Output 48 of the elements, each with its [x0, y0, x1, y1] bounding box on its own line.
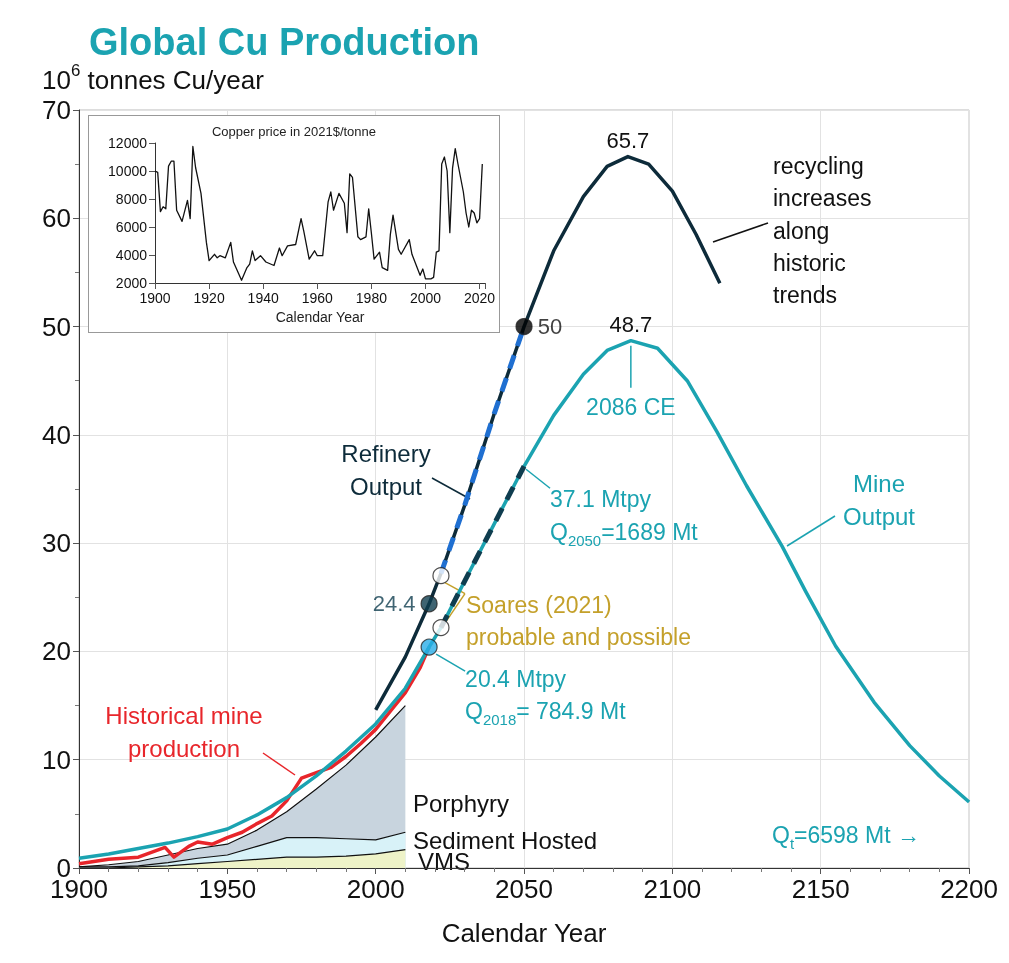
- x-tick-label: 2000: [346, 874, 405, 904]
- annotation: 2086 CE: [586, 393, 676, 420]
- data-label: 65.7: [606, 128, 650, 154]
- point: [515, 317, 533, 336]
- x-tick-label: 2000: [409, 290, 442, 306]
- annotation: Soares (2021) probable and possible: [465, 591, 692, 650]
- chart-title: Copper price in 2021$/tonne: [211, 124, 377, 139]
- y-tick-label: 12000: [108, 135, 148, 151]
- series-label: Refinery Output: [341, 440, 431, 500]
- y-tick-label: 10: [42, 744, 71, 775]
- y-tick-label: 60: [42, 203, 71, 234]
- x-tick-label: 1950: [198, 874, 257, 904]
- series-label: Historical mine production: [105, 702, 263, 762]
- x-tick-label: 2020: [464, 290, 496, 306]
- data-label: 48.7: [609, 312, 653, 338]
- y-tick-label: 70: [42, 95, 71, 125]
- x-tick-label: 2200: [940, 874, 998, 904]
- y-tick-label: 6000: [115, 219, 148, 235]
- x-tick-label: 1920: [193, 290, 225, 306]
- y-tick-label: 50: [42, 311, 71, 342]
- y-tick-label: 30: [42, 528, 71, 559]
- x-axis-title: Calendar Year: [441, 918, 607, 948]
- x-tick-label: 2100: [643, 874, 702, 904]
- y-tick-label: 10000: [108, 163, 148, 179]
- x-tick-label: 2050: [495, 874, 553, 904]
- data-label: 50: [537, 314, 563, 340]
- series-label: Porphyry: [413, 789, 510, 817]
- chart-title: Global Cu Production: [89, 21, 480, 63]
- x-tick-label: 1960: [301, 290, 334, 306]
- point: [432, 619, 450, 637]
- y-tick-label: 20: [42, 636, 71, 667]
- y-tick-label: 8000: [115, 191, 148, 207]
- text: Mine Output: [842, 470, 916, 530]
- y-tick-label: 4000: [115, 247, 148, 263]
- x-tick-label: 2150: [791, 874, 850, 904]
- y-tick-label: 2000: [115, 275, 148, 291]
- point: [432, 567, 450, 585]
- x-axis-title: Calendar Year: [275, 308, 365, 325]
- x-tick-label: 1980: [355, 290, 388, 306]
- point: [420, 595, 438, 613]
- data-label: 24.4: [372, 591, 416, 617]
- x-tick-label: 1900: [139, 290, 171, 306]
- point: [420, 638, 438, 656]
- x-tick-label: 1940: [247, 290, 279, 306]
- series-label: Sediment Hosted: [413, 826, 598, 854]
- line-series: [154, 145, 483, 281]
- annotation: recycling increases along historic trends: [773, 153, 872, 308]
- y-tick-label: 40: [42, 419, 71, 450]
